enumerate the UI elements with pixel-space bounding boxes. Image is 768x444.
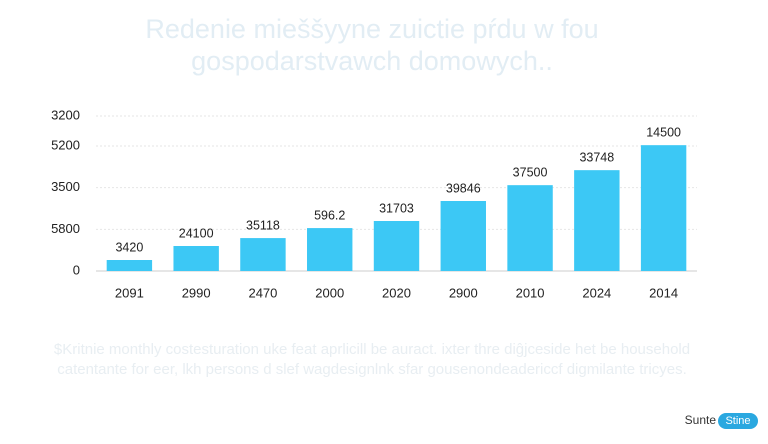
bar	[507, 185, 553, 271]
y-tick-label: 3500	[51, 179, 80, 194]
x-tick-label: 2990	[182, 285, 211, 300]
x-tick-label: 2470	[248, 285, 277, 300]
value-label: 37500	[513, 165, 548, 179]
bar	[173, 246, 219, 271]
value-label: 596.2	[314, 208, 345, 222]
logo-badge	[718, 413, 758, 429]
x-tick-label: 2014	[649, 285, 678, 300]
bar	[440, 201, 486, 271]
y-tick-label: 3200	[51, 107, 80, 122]
y-tick-label: 0	[73, 262, 80, 277]
caption: catentante for eer, lkh persons d slef w…	[57, 361, 687, 378]
chart-title: gospodarstvawch domowych..	[191, 46, 553, 76]
x-tick-label: 2000	[315, 285, 344, 300]
value-label: 39846	[446, 181, 481, 195]
bar	[640, 145, 687, 271]
bar	[307, 228, 353, 271]
bar	[574, 170, 620, 271]
x-tick-label: 2900	[449, 285, 478, 300]
value-label: 31703	[379, 201, 414, 215]
x-tick-label: 2020	[382, 285, 411, 300]
x-tick-label: 2010	[516, 285, 545, 300]
y-tick-label: 5200	[51, 137, 80, 152]
bar	[106, 260, 153, 271]
chart-title: Redenie mieššyyne zuictie pŕdu w fou	[145, 14, 598, 44]
bar	[373, 221, 420, 271]
x-tick-label: 2091	[115, 285, 144, 300]
value-label: 33748	[579, 150, 614, 164]
logo-text: Sunte	[685, 413, 717, 427]
y-tick-label: 5800	[51, 221, 80, 236]
x-tick-label: 2024	[582, 285, 611, 300]
value-label: 35118	[246, 218, 280, 232]
logo-text: Stine	[725, 415, 750, 427]
value-label: 3420	[115, 240, 143, 254]
value-label: 24100	[179, 226, 214, 240]
value-label: 14500	[646, 125, 681, 139]
bar	[240, 238, 286, 271]
caption: $Kritnie monthly costesturation uke feat…	[54, 341, 690, 358]
